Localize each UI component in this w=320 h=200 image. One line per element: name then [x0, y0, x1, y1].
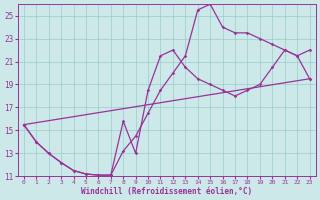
X-axis label: Windchill (Refroidissement éolien,°C): Windchill (Refroidissement éolien,°C) — [81, 187, 252, 196]
